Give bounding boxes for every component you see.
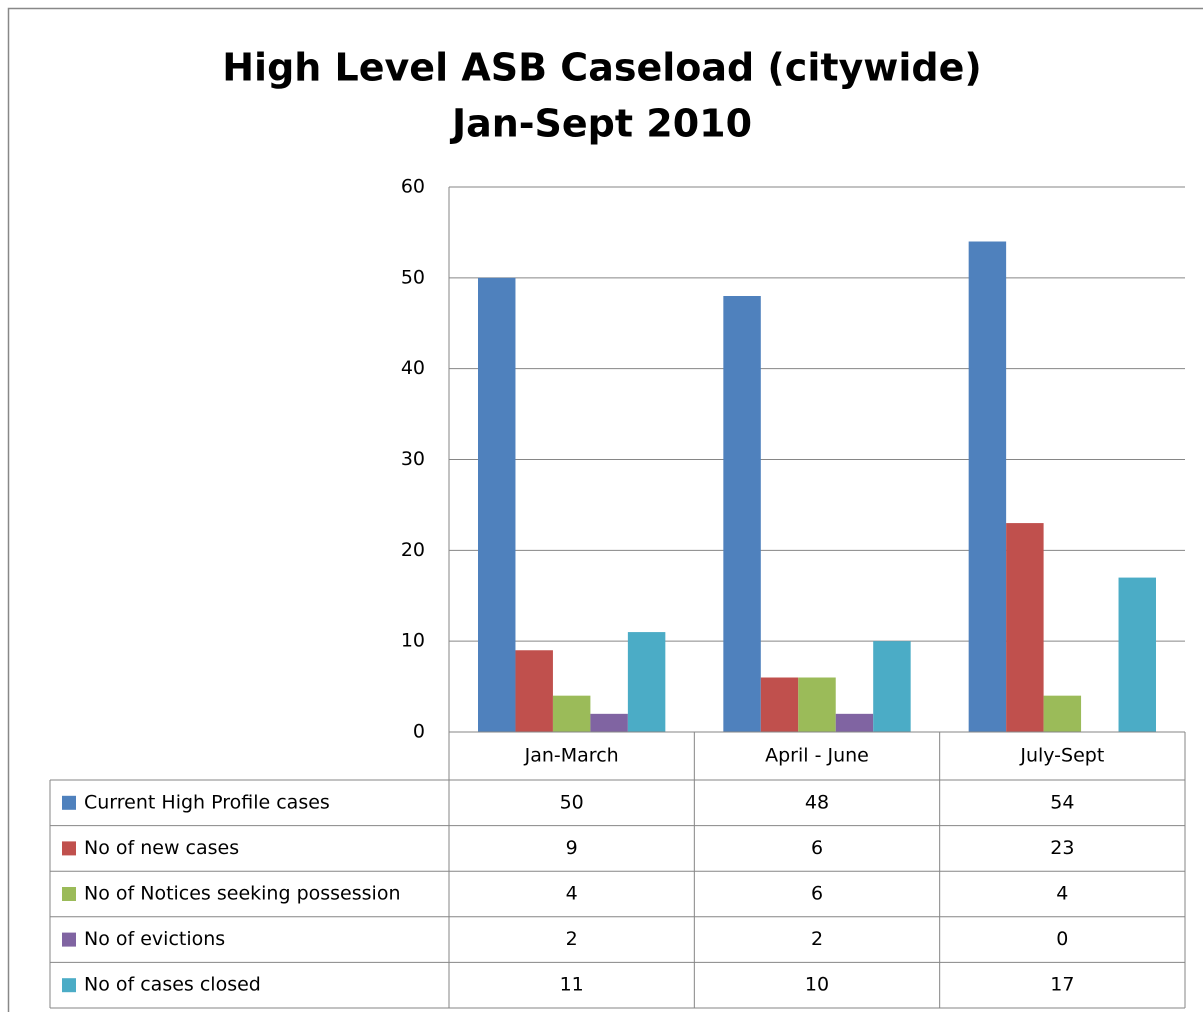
table-value: 10 xyxy=(805,974,829,996)
x-tick-label: April - June xyxy=(765,745,869,767)
bar xyxy=(627,632,666,732)
y-tick-label: 0 xyxy=(413,721,425,743)
chart-title: High Level ASB Caseload (citywide) xyxy=(222,46,982,90)
bar xyxy=(590,713,628,732)
bar xyxy=(1118,577,1156,732)
table-value: 4 xyxy=(1056,883,1068,905)
y-tick-label: 40 xyxy=(401,357,425,379)
bar xyxy=(1006,523,1044,732)
table-value: 11 xyxy=(560,974,584,996)
bar xyxy=(723,296,761,732)
legend-label: No of evictions xyxy=(84,928,225,950)
legend-label: Current High Profile cases xyxy=(84,791,330,813)
y-tick-label: 20 xyxy=(401,539,425,561)
table-value: 23 xyxy=(1050,837,1074,859)
table-value: 2 xyxy=(566,928,578,950)
y-tick-label: 60 xyxy=(401,176,425,198)
bar xyxy=(1043,695,1082,732)
bar xyxy=(478,277,516,732)
chart-subtitle: Jan-Sept 2010 xyxy=(449,102,752,146)
bar xyxy=(835,713,874,732)
y-tick-label: 10 xyxy=(401,630,425,652)
table-value: 50 xyxy=(560,791,584,813)
legend-key xyxy=(62,932,76,947)
legend-key xyxy=(62,841,76,856)
table-value: 17 xyxy=(1050,974,1074,996)
legend-label: No of Notices seeking possession xyxy=(84,883,401,905)
table-value: 9 xyxy=(566,837,578,859)
y-tick-label: 30 xyxy=(401,448,425,470)
x-tick-label: Jan-March xyxy=(524,745,619,767)
legend-key xyxy=(62,887,76,901)
x-tick-label: July-Sept xyxy=(1019,745,1104,767)
y-tick-label: 50 xyxy=(401,266,425,288)
chart-border xyxy=(7,7,1203,1012)
table-value: 6 xyxy=(811,837,823,859)
table-value: 0 xyxy=(1056,928,1068,950)
table-value: 54 xyxy=(1050,791,1074,813)
bar xyxy=(760,677,799,732)
table-value: 6 xyxy=(811,883,823,905)
bar xyxy=(873,641,911,732)
bar xyxy=(968,241,1007,732)
legend-key xyxy=(62,795,76,810)
table-value: 2 xyxy=(811,928,823,950)
bar xyxy=(515,650,553,732)
legend-label: No of new cases xyxy=(84,837,239,859)
bar xyxy=(798,677,836,732)
legend-label: No of cases closed xyxy=(84,974,261,996)
legend-key xyxy=(62,978,76,993)
table-value: 4 xyxy=(566,883,578,905)
bar xyxy=(552,695,591,732)
table-value: 48 xyxy=(805,791,829,813)
